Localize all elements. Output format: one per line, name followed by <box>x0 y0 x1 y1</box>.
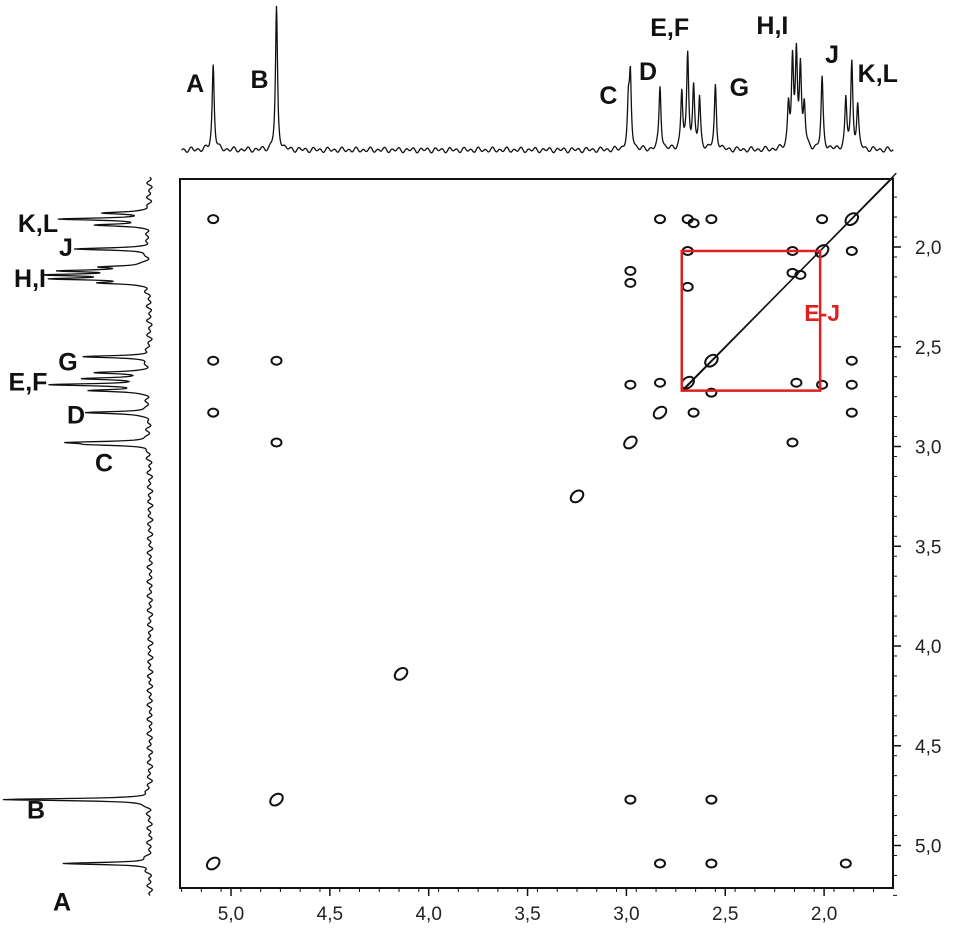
cross-peak-15 <box>654 858 666 869</box>
cross-peak-4 <box>270 355 283 366</box>
cross-peak-2 <box>207 407 220 418</box>
top-peak-label-k-l: K,L <box>858 60 898 88</box>
cross-peak-10 <box>623 435 638 450</box>
cross-peak-20 <box>687 218 700 229</box>
x-tick-label: 3,5 <box>514 904 540 925</box>
top-peak-label-b: B <box>250 66 268 94</box>
left-peak-label-k-l: K,L <box>18 210 58 238</box>
cross-peak-34 <box>814 244 830 258</box>
x-tick-label: 4,0 <box>415 904 441 925</box>
top-peak-label-a: A <box>186 70 204 98</box>
top-peak-label-g: G <box>730 74 749 102</box>
cross-peak-1 <box>207 355 220 366</box>
cross-peak-42 <box>393 666 409 681</box>
highlight-box-label: E-J <box>804 300 840 326</box>
y-tick-label: 2,0 <box>915 238 941 259</box>
cross-peak-7 <box>624 265 637 276</box>
cross-peak-29 <box>790 377 803 388</box>
cross-peak-41 <box>569 489 585 504</box>
cross-peak-40 <box>839 858 852 869</box>
left-peak-label-h-i: H,I <box>14 265 46 293</box>
diagonal-line-lower <box>685 172 897 389</box>
cross-peak-8 <box>624 277 637 288</box>
cross-peak-6 <box>269 792 284 807</box>
cross-peak-5 <box>270 437 283 448</box>
x-tick-label: 3,0 <box>613 904 639 925</box>
y-tick-label: 4,0 <box>915 637 941 658</box>
y-tick-label: 2,5 <box>915 338 941 359</box>
y-tick-label: 3,0 <box>915 438 941 459</box>
left-1d-spectrum <box>2 176 154 896</box>
cross-peak-13 <box>654 377 666 388</box>
cross-peak-0 <box>207 214 220 225</box>
cross-peak-12 <box>654 214 666 225</box>
y-tick-label: 5,0 <box>915 837 941 858</box>
cross-peak-9 <box>624 379 637 390</box>
cross-peak-30 <box>786 437 799 448</box>
cross-peak-21 <box>687 407 700 418</box>
cross-peak-39 <box>845 407 858 418</box>
cross-peak-26 <box>705 858 718 869</box>
highlight-box-e-j <box>680 249 822 392</box>
x-tick-label: 5,0 <box>218 904 244 925</box>
plot-frame <box>179 178 894 889</box>
cross-peak-28 <box>786 267 799 278</box>
left-peak-label-b: B <box>27 797 45 825</box>
top-spectrum-trace <box>181 5 894 154</box>
left-peak-label-a: A <box>53 889 71 917</box>
left-peak-label-j: J <box>59 234 73 262</box>
x-tick-label: 2,0 <box>811 904 837 925</box>
left-spectrum-trace <box>2 176 154 896</box>
cross-peak-11 <box>624 794 637 805</box>
top-peak-label-e-f: E,F <box>650 14 689 42</box>
diagonal-layer <box>681 172 897 392</box>
x-tick-label: 4,5 <box>317 904 343 925</box>
cross-peak-25 <box>705 794 718 805</box>
cross-peak-37 <box>845 355 858 366</box>
left-peak-label-g: G <box>58 349 77 377</box>
top-peak-label-c: C <box>599 82 617 110</box>
highlight-box-layer: E-J <box>680 249 840 392</box>
left-peak-label-e-f: E,F <box>9 369 48 397</box>
cross-peak-31 <box>794 269 807 280</box>
cross-peak-24 <box>705 387 718 398</box>
left-peak-label-c: C <box>95 450 113 478</box>
cross-peak-3 <box>205 856 221 871</box>
cross-peak-36 <box>845 246 858 256</box>
top-1d-spectrum <box>181 5 894 154</box>
cross-peak-32 <box>816 214 829 225</box>
y-tick-label: 3,5 <box>915 537 941 558</box>
cross-peak-38 <box>845 379 858 390</box>
top-peak-label-h-i: H,I <box>756 12 788 40</box>
cross-peak-22 <box>705 214 718 225</box>
x-tick-label: 2,5 <box>712 904 738 925</box>
left-peak-label-d: D <box>67 402 85 430</box>
top-peak-label-d: D <box>639 58 657 86</box>
cross-peak-35 <box>844 212 860 227</box>
cross-peak-18 <box>681 281 694 292</box>
top-peak-label-j: J <box>825 41 839 69</box>
cross-peak-23 <box>704 353 719 368</box>
cross-peak-14 <box>652 405 668 420</box>
cross-peak-33 <box>816 379 829 390</box>
axis-tick-layer: 5,0 4,5 4,0 3,5 3,0 2,5 2,0 2,0 2,5 3,0 3,5 4,0 4,5 5… <box>181 196 941 925</box>
cross-peak-layer <box>205 212 860 871</box>
y-tick-label: 4,5 <box>915 737 941 758</box>
